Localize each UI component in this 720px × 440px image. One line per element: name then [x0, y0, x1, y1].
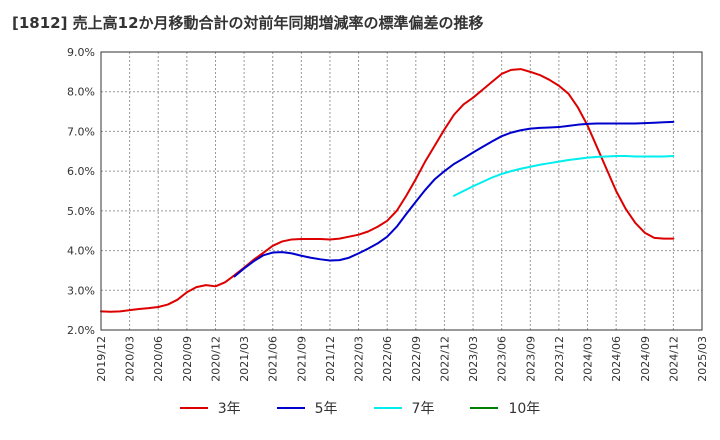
y-tick-label: 7.0% — [67, 125, 95, 138]
series-line-7年 — [452, 155, 675, 197]
x-tick-label: 2024/12 — [667, 336, 680, 382]
x-tick-label: 2023/06 — [496, 336, 509, 382]
y-axis: 2.0% 3.0% 4.0% 5.0% 6.0% 7.0% 8.0% 9.0% — [67, 46, 95, 337]
series-line-5年 — [233, 120, 675, 278]
x-axis: 2019/12 2020/03 2020/06 2020/09 2020/12 2021/… — [95, 336, 709, 382]
x-tick-label: 2024/06 — [610, 336, 623, 382]
grid-layer — [100, 51, 703, 331]
x-tick-label: 2024/09 — [639, 336, 652, 382]
y-tick-label: 5.0% — [67, 205, 95, 218]
legend-label: 5年 — [314, 401, 338, 417]
legend-swatch — [179, 407, 208, 409]
x-tick-label: 2023/12 — [553, 336, 566, 382]
legend-item: 5年 — [276, 398, 338, 418]
series-line-3年 — [100, 68, 675, 313]
x-tick-label: 2022/06 — [381, 336, 394, 382]
y-tick-label: 6.0% — [67, 165, 95, 178]
x-tick-label: 2020/06 — [152, 336, 165, 382]
x-tick-label: 2024/03 — [582, 336, 595, 382]
x-tick-label: 2021/09 — [295, 336, 308, 382]
chart-title: [1812] 売上高12か月移動合計の対前年同期増減率の標準偏差の推移 — [12, 14, 484, 32]
legend-item: 10年 — [470, 398, 540, 418]
x-tick-label: 2019/12 — [95, 336, 108, 382]
y-tick-label: 2.0% — [67, 324, 95, 337]
legend-label: 10年 — [508, 401, 541, 417]
legend-item: 3年 — [179, 398, 241, 418]
y-tick-label: 3.0% — [67, 284, 95, 297]
x-tick-label: 2021/03 — [238, 336, 251, 382]
legend-label: 3年 — [217, 401, 241, 417]
x-tick-label: 2023/03 — [467, 336, 480, 382]
series-layer — [100, 68, 675, 313]
x-tick-label: 2022/09 — [410, 336, 423, 382]
x-tick-label: 2020/09 — [181, 336, 194, 382]
plot-frame — [100, 51, 703, 331]
legend: 3年 5年 7年 10年 — [0, 398, 720, 418]
legend-swatch — [470, 407, 499, 409]
x-tick-label: 2022/12 — [438, 336, 451, 382]
legend-item: 7年 — [373, 398, 435, 418]
x-tick-label: 2021/06 — [267, 336, 280, 382]
legend-swatch — [276, 407, 305, 409]
x-tick-label: 2022/03 — [353, 336, 366, 382]
y-tick-label: 9.0% — [67, 46, 95, 59]
x-tick-label: 2023/09 — [524, 336, 537, 382]
x-tick-label: 2025/03 — [696, 336, 709, 382]
x-tick-label: 2021/12 — [324, 336, 337, 382]
x-tick-label: 2020/12 — [209, 336, 222, 382]
legend-label: 7年 — [411, 401, 435, 417]
legend-swatch — [373, 407, 402, 409]
y-tick-label: 4.0% — [67, 245, 95, 258]
y-tick-label: 8.0% — [67, 86, 95, 99]
x-tick-label: 2020/03 — [124, 336, 137, 382]
